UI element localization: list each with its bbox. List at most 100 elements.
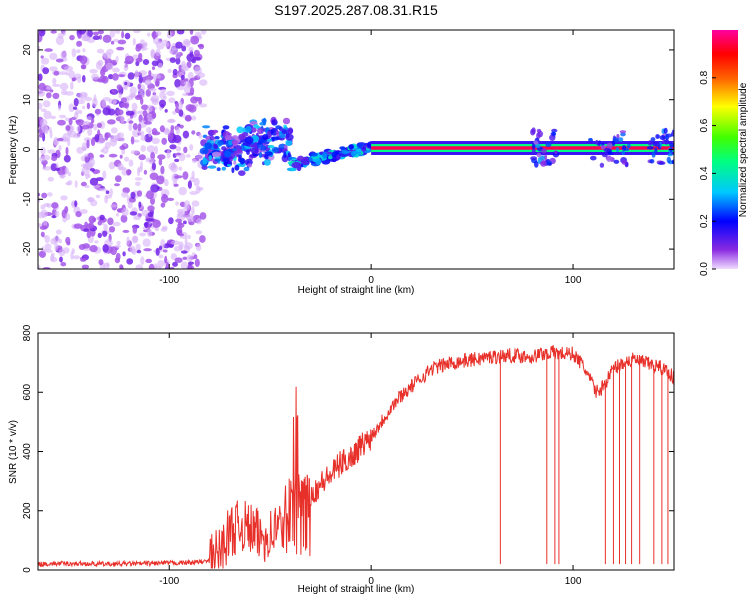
transition-blob bbox=[257, 127, 264, 135]
sidelobe-blob bbox=[621, 150, 625, 156]
noise-speckle bbox=[158, 254, 164, 259]
noise-speckle bbox=[119, 137, 126, 142]
noise-speckle bbox=[86, 102, 91, 110]
transition-blob bbox=[232, 148, 237, 152]
transition-blob bbox=[239, 157, 245, 165]
noise-speckle bbox=[88, 222, 94, 229]
noise-speckle bbox=[174, 175, 183, 179]
transition-blob bbox=[263, 159, 271, 166]
transition-blob bbox=[285, 139, 293, 146]
noise-speckle bbox=[118, 92, 122, 99]
noise-speckle bbox=[58, 249, 66, 257]
noise-speckle bbox=[107, 119, 116, 125]
y-tick-label: 20 bbox=[22, 44, 33, 56]
noise-speckle bbox=[94, 240, 99, 244]
noise-speckle bbox=[164, 42, 170, 47]
noise-speckle bbox=[96, 48, 105, 54]
noise-speckle bbox=[53, 70, 60, 76]
noise-speckle bbox=[190, 96, 199, 104]
noise-speckle bbox=[108, 98, 118, 105]
noise-speckle bbox=[186, 264, 195, 269]
noise-speckle bbox=[110, 40, 115, 45]
noise-speckle bbox=[51, 202, 59, 209]
noise-speckle bbox=[57, 119, 66, 126]
transition-blob bbox=[208, 155, 212, 161]
noise-speckle bbox=[131, 248, 137, 255]
noise-speckle bbox=[108, 161, 116, 170]
noise-speckle bbox=[158, 245, 163, 251]
noise-speckle bbox=[128, 159, 134, 167]
noise-speckle bbox=[49, 66, 58, 72]
ramp-blob bbox=[350, 150, 357, 157]
noise-speckle bbox=[146, 145, 156, 153]
noise-speckle bbox=[163, 39, 168, 43]
sidelobe-blob bbox=[532, 142, 536, 150]
noise-speckle bbox=[184, 210, 189, 216]
noise-speckle bbox=[187, 82, 191, 89]
sidelobe-blob bbox=[612, 140, 616, 147]
noise-speckle bbox=[134, 177, 143, 181]
noise-speckle bbox=[135, 57, 143, 63]
noise-speckle bbox=[152, 92, 157, 96]
noise-speckle bbox=[138, 130, 145, 136]
noise-speckle bbox=[55, 36, 64, 46]
noise-speckle bbox=[195, 244, 202, 252]
noise-speckle bbox=[184, 114, 192, 122]
transition-blob bbox=[238, 133, 246, 140]
transition-blob bbox=[281, 154, 289, 163]
noise-speckle bbox=[44, 48, 53, 52]
noise-speckle bbox=[49, 52, 58, 61]
noise-speckle bbox=[55, 58, 64, 63]
noise-speckle bbox=[120, 214, 128, 223]
sidelobe-blob bbox=[600, 145, 607, 150]
noise-speckle bbox=[188, 104, 197, 113]
noise-speckle bbox=[188, 221, 195, 226]
transition-blob bbox=[281, 129, 288, 135]
noise-speckle bbox=[179, 244, 183, 252]
noise-speckle bbox=[156, 40, 165, 50]
noise-speckle bbox=[90, 137, 96, 147]
noise-speckle bbox=[164, 109, 168, 113]
noise-speckle bbox=[53, 235, 60, 244]
ramp-blob bbox=[291, 161, 302, 169]
noise-speckle bbox=[193, 177, 200, 187]
noise-speckle bbox=[184, 40, 191, 46]
y-tick-label: 800 bbox=[22, 324, 33, 341]
noise-speckle bbox=[177, 211, 185, 218]
noise-speckle bbox=[77, 30, 87, 35]
noise-speckle bbox=[111, 89, 116, 93]
sidelobe-blob bbox=[606, 155, 612, 162]
transition-blob bbox=[221, 166, 226, 171]
noise-speckle bbox=[100, 149, 104, 153]
noise-speckle bbox=[94, 108, 102, 115]
noise-speckle bbox=[69, 81, 74, 91]
noise-speckle bbox=[124, 55, 134, 64]
sidelobe-blob bbox=[615, 147, 620, 152]
noise-speckle bbox=[142, 238, 151, 247]
noise-speckle bbox=[89, 177, 99, 186]
noise-speckle bbox=[65, 146, 69, 156]
noise-speckle bbox=[62, 132, 71, 142]
noise-speckle bbox=[189, 176, 195, 183]
noise-speckle bbox=[53, 136, 59, 146]
noise-speckle bbox=[182, 92, 189, 97]
noise-speckle bbox=[102, 34, 112, 43]
noise-speckle bbox=[122, 251, 126, 257]
noise-speckle bbox=[181, 64, 187, 73]
noise-speckle bbox=[110, 127, 118, 134]
noise-speckle bbox=[167, 197, 175, 201]
noise-speckle bbox=[97, 220, 103, 226]
noise-speckle bbox=[107, 217, 114, 226]
noise-speckle bbox=[129, 86, 137, 95]
x-tick-label: 100 bbox=[565, 576, 582, 587]
noise-speckle bbox=[180, 74, 185, 80]
noise-speckle bbox=[96, 122, 102, 128]
noise-speckle bbox=[114, 30, 121, 34]
noise-speckle bbox=[160, 88, 167, 93]
transition-blob bbox=[202, 158, 208, 165]
noise-speckle bbox=[59, 82, 69, 91]
noise-speckle bbox=[46, 203, 52, 208]
noise-speckle bbox=[158, 158, 163, 166]
noise-speckle bbox=[65, 213, 71, 221]
noise-speckle bbox=[63, 154, 71, 163]
